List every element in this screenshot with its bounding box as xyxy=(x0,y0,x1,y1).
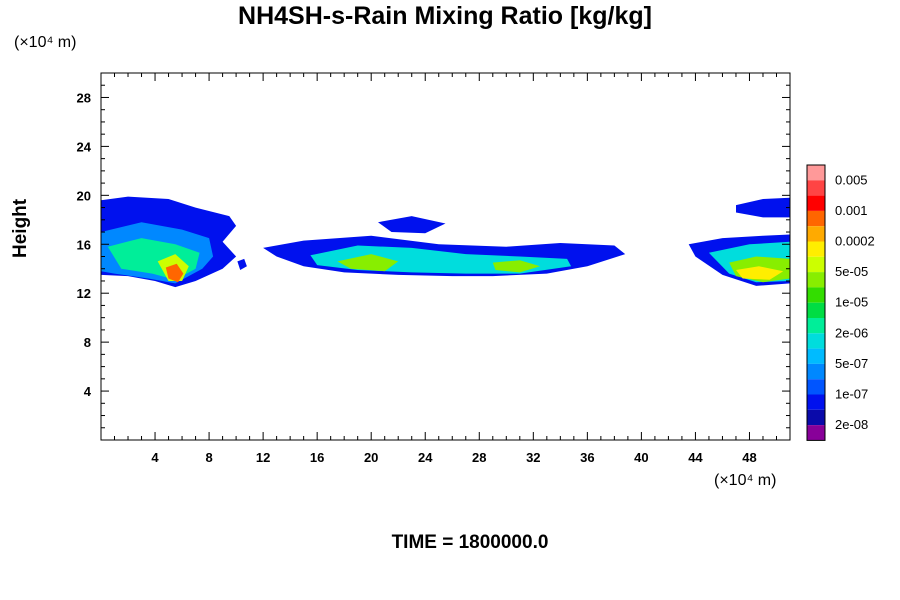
data-region xyxy=(736,197,790,218)
x-tick-label: 48 xyxy=(742,450,756,465)
colorbar-swatch xyxy=(807,302,825,318)
x-tick-label: 44 xyxy=(688,450,703,465)
data-region xyxy=(736,266,784,280)
data-region xyxy=(492,260,541,273)
data-regions xyxy=(101,196,790,288)
x-tick-label: 40 xyxy=(634,450,648,465)
colorbar-swatch xyxy=(807,272,825,288)
x-tick-label: 20 xyxy=(364,450,378,465)
x-tick-label: 36 xyxy=(580,450,594,465)
colorbar-label: 1e-07 xyxy=(835,387,868,402)
colorbar: 0.005 0.001 0.0002 5e-05 1e-05 2e-06 5e-07 1e-0… xyxy=(806,164,875,441)
data-region xyxy=(378,216,446,234)
colorbar-frame xyxy=(806,164,826,441)
colorbar-swatch xyxy=(807,318,825,334)
colorbar-swatch xyxy=(807,226,825,242)
y-tick-label: 12 xyxy=(77,286,91,301)
colorbar-swatch xyxy=(807,379,825,395)
data-region xyxy=(337,254,399,272)
colorbar-swatch xyxy=(807,348,825,364)
colorbar-swatch xyxy=(807,333,825,349)
colorbar-label: 2e-06 xyxy=(835,325,868,340)
colorbar-swatch xyxy=(807,256,825,273)
colorbar-label: 5e-05 xyxy=(835,264,868,279)
y-tick-label: 20 xyxy=(77,188,91,203)
colorbar-label: 0.005 xyxy=(835,172,868,187)
colorbar-label: 2e-08 xyxy=(835,417,868,432)
x-unit-label: (×10⁴ m) xyxy=(714,472,777,489)
colorbar-label: 1e-05 xyxy=(835,295,868,310)
y-tick-label: 28 xyxy=(77,90,91,105)
y-tick-label: 16 xyxy=(77,237,91,252)
x-tick-label: 4 xyxy=(151,450,159,465)
y-tick-label: 4 xyxy=(84,384,92,399)
colorbar-swatch xyxy=(807,363,825,380)
chart-title: NH4SH-s-Rain Mixing Ratio [kg/kg] xyxy=(238,2,652,30)
colorbar-swatch xyxy=(807,425,825,441)
x-tick-label: 12 xyxy=(256,450,270,465)
colorbar-swatch xyxy=(807,210,825,227)
colorbar-label: 5e-07 xyxy=(835,356,868,371)
time-label: TIME = 1800000.0 xyxy=(391,532,549,553)
colorbar-swatch xyxy=(807,394,825,410)
colorbar-swatch xyxy=(807,195,825,211)
colorbar-swatch xyxy=(807,409,825,426)
colorbar-swatch xyxy=(807,287,825,303)
data-region xyxy=(237,258,247,270)
data-region xyxy=(165,263,184,283)
x-tick-label: 8 xyxy=(205,450,212,465)
colorbar-swatch xyxy=(807,180,825,196)
y-tick-label: 24 xyxy=(77,139,92,154)
colorbar-label: 0.0002 xyxy=(835,234,875,249)
y-tick-label: 8 xyxy=(84,335,91,350)
x-tick-label: 32 xyxy=(526,450,540,465)
x-tick-label: 24 xyxy=(418,450,433,465)
colorbar-label: 0.001 xyxy=(835,203,868,218)
y-unit-label: (×10⁴ m) xyxy=(14,34,77,51)
x-tick-label: 28 xyxy=(472,450,486,465)
colorbar-swatch xyxy=(807,241,825,257)
colorbar-swatch xyxy=(807,165,825,181)
x-tick-label: 16 xyxy=(310,450,324,465)
